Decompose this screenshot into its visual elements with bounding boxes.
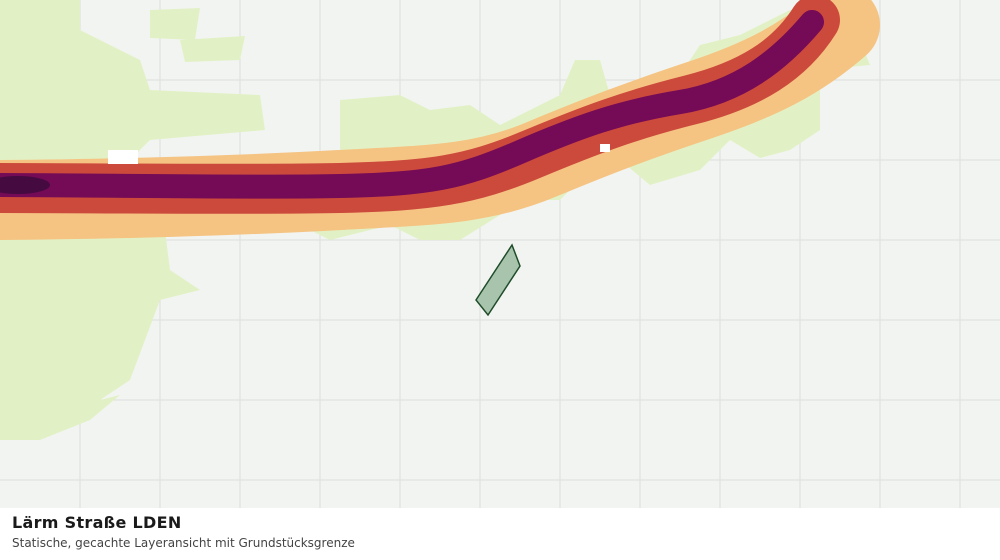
gap <box>600 144 610 152</box>
zone-very-high <box>0 10 824 199</box>
zone-area <box>180 36 245 62</box>
gap <box>108 150 138 164</box>
zone-extreme <box>0 176 50 194</box>
map <box>0 0 1000 508</box>
caption: Lärm Straße LDEN Statische, gecachte Lay… <box>12 512 992 552</box>
map-subtitle: Statische, gecachte Layeransicht mit Gru… <box>12 536 355 550</box>
map-title: Lärm Straße LDEN <box>12 513 182 532</box>
zone-area <box>0 0 265 160</box>
zone-area <box>150 8 200 40</box>
noise-bands <box>0 0 880 240</box>
parcel-boundary <box>475 243 521 317</box>
zone-area <box>0 230 200 440</box>
